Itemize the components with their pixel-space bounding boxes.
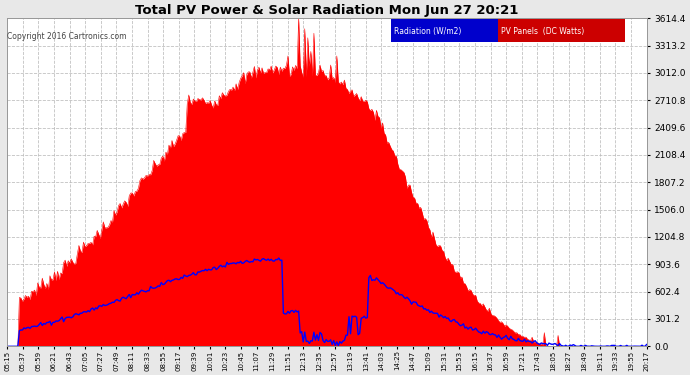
Text: Radiation (W/m2): Radiation (W/m2) — [394, 27, 462, 36]
Text: PV Panels  (DC Watts): PV Panels (DC Watts) — [501, 27, 584, 36]
Text: Copyright 2016 Cartronics.com: Copyright 2016 Cartronics.com — [7, 32, 126, 41]
Title: Total PV Power & Solar Radiation Mon Jun 27 20:21: Total PV Power & Solar Radiation Mon Jun… — [135, 4, 519, 17]
